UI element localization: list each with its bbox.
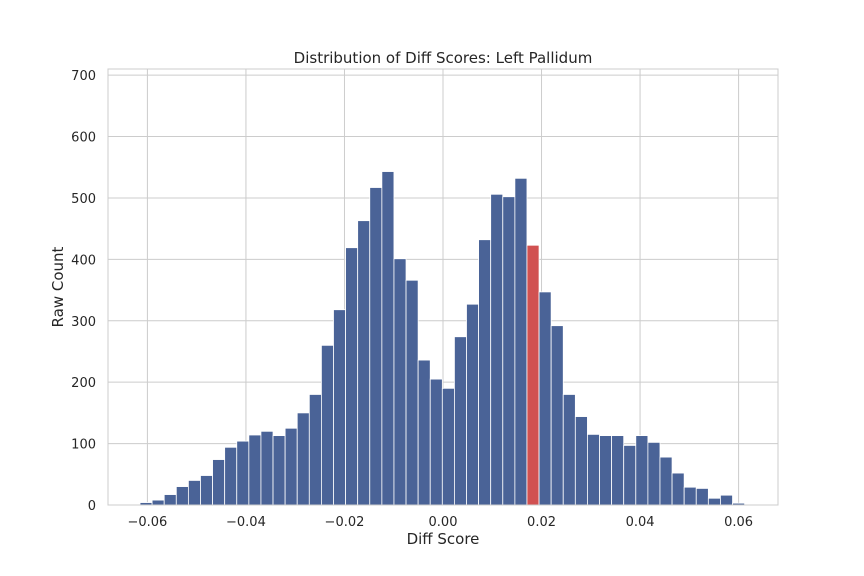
histogram-bar	[466, 303, 479, 506]
histogram-bar	[478, 239, 492, 506]
histogram-bar	[333, 309, 346, 506]
histogram-bar	[720, 494, 733, 506]
histogram-bar	[260, 430, 274, 506]
x-tick-label: 0.00	[429, 515, 458, 530]
grid-lines	[108, 69, 778, 506]
histogram-bar	[272, 435, 286, 506]
histogram-bar	[587, 433, 600, 506]
bars	[139, 171, 746, 506]
histogram-bar	[357, 220, 371, 506]
histogram-bar	[284, 427, 298, 506]
histogram-bar	[429, 378, 443, 506]
histogram-bar	[405, 279, 419, 506]
histogram-bar	[200, 475, 213, 506]
histogram-bar	[647, 441, 661, 506]
y-tick-label: 300	[71, 315, 96, 330]
histogram-bar	[369, 187, 383, 506]
x-tick-label: −0.04	[226, 515, 266, 530]
x-tick-label: −0.06	[127, 515, 167, 530]
histogram-bar	[514, 177, 528, 506]
histogram-bar	[345, 247, 359, 506]
histogram-bar	[163, 494, 177, 506]
plot-frame	[107, 68, 779, 506]
x-axis-label: Diff Score	[407, 530, 480, 548]
y-tick-label: 400	[71, 253, 96, 268]
histogram-bar	[296, 412, 310, 506]
histogram-bar	[671, 472, 685, 506]
highlighted-bar	[526, 244, 540, 506]
histogram-bar	[550, 325, 564, 506]
histogram-bar	[248, 434, 262, 506]
histogram-bar	[635, 435, 649, 506]
histogram-bar	[212, 459, 226, 506]
histogram-bar	[224, 446, 238, 506]
histogram-bar	[393, 258, 407, 506]
histogram-bar	[417, 359, 431, 506]
histogram-bar	[695, 488, 709, 506]
histogram-bar	[151, 499, 165, 506]
histogram-bar	[562, 394, 576, 506]
histogram-bar	[611, 435, 625, 506]
histogram-bar	[308, 394, 322, 506]
histogram-bar	[659, 456, 673, 506]
histogram-bar	[707, 497, 721, 506]
y-tick-label: 0	[88, 499, 96, 514]
y-tick-label: 600	[71, 131, 96, 146]
y-tick-label: 500	[71, 192, 96, 207]
y-tick-label: 100	[71, 438, 96, 453]
x-tick-label: −0.02	[325, 515, 365, 530]
histogram-bar	[381, 171, 395, 506]
x-tick-label: 0.06	[724, 515, 753, 530]
histogram-bar	[187, 480, 201, 506]
histogram-bar	[236, 440, 250, 506]
histogram-bar	[623, 445, 637, 506]
tick-labels: −0.06 −0.04 −0.02 0.00 0.02 0.04 0.06 0 100 200 30…	[71, 69, 753, 530]
x-tick-label: 0.04	[626, 515, 655, 530]
histogram-bar	[321, 344, 334, 506]
y-tick-label: 700	[71, 69, 96, 84]
histogram-bar	[574, 416, 588, 506]
histogram-bar	[599, 435, 613, 506]
x-tick-label: 0.02	[527, 515, 556, 530]
y-tick-label: 200	[71, 376, 96, 391]
histogram-bar	[441, 387, 455, 506]
histogram-bar	[454, 336, 467, 506]
histogram-bar	[502, 196, 516, 506]
chart-title: Distribution of Diff Scores: Left Pallid…	[294, 49, 593, 67]
histogram-bar	[538, 291, 552, 506]
histogram-bar	[490, 193, 504, 506]
y-axis-label: Raw Count	[49, 246, 67, 327]
histogram-bar	[175, 486, 189, 506]
histogram-bar	[683, 486, 697, 506]
